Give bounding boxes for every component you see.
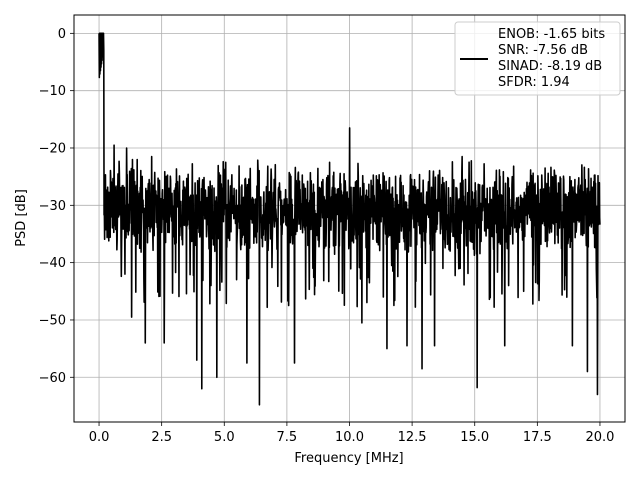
x-tick-label: 12.5 bbox=[398, 430, 427, 445]
y-axis-label: PSD [dB] bbox=[14, 189, 29, 247]
y-tick-label: −30 bbox=[39, 199, 66, 214]
y-tick-label: −20 bbox=[39, 141, 66, 156]
legend-entry-snr: SNR: -7.56 dB bbox=[498, 43, 588, 58]
x-tick-label: 2.5 bbox=[151, 430, 172, 445]
x-tick-label: 17.5 bbox=[523, 430, 552, 445]
x-tick-label: 5.0 bbox=[214, 430, 235, 445]
legend-entry-enob: ENOB: -1.65 bits bbox=[498, 27, 605, 42]
x-tick-label: 15.0 bbox=[460, 430, 489, 445]
y-tick-label: −10 bbox=[39, 84, 66, 99]
x-axis-label: Frequency [MHz] bbox=[294, 451, 403, 466]
legend: ENOB: -1.65 bits SNR: -7.56 dB SINAD: -8… bbox=[454, 21, 621, 96]
x-tick-label: 10.0 bbox=[335, 430, 364, 445]
legend-box bbox=[454, 21, 621, 96]
y-tick-label: −40 bbox=[39, 256, 66, 271]
legend-entry-sfdr: SFDR: 1.94 bbox=[498, 75, 570, 90]
legend-entry-sinad: SINAD: -8.19 dB bbox=[498, 59, 602, 74]
psd-trace bbox=[98, 32, 601, 406]
x-tick-label: 0.0 bbox=[89, 430, 110, 445]
y-tick-label: −60 bbox=[39, 371, 66, 386]
x-tick-label: 20.0 bbox=[585, 430, 614, 445]
y-tick-label: −50 bbox=[39, 313, 66, 328]
ticks: 0.0 2.5 5.0 7.5 10.0 12.5 15.0 17.5 20.0 0 −10 −20 −… bbox=[39, 27, 615, 445]
series bbox=[98, 32, 601, 406]
y-tick-label: 0 bbox=[58, 27, 66, 42]
x-tick-label: 7.5 bbox=[277, 430, 298, 445]
